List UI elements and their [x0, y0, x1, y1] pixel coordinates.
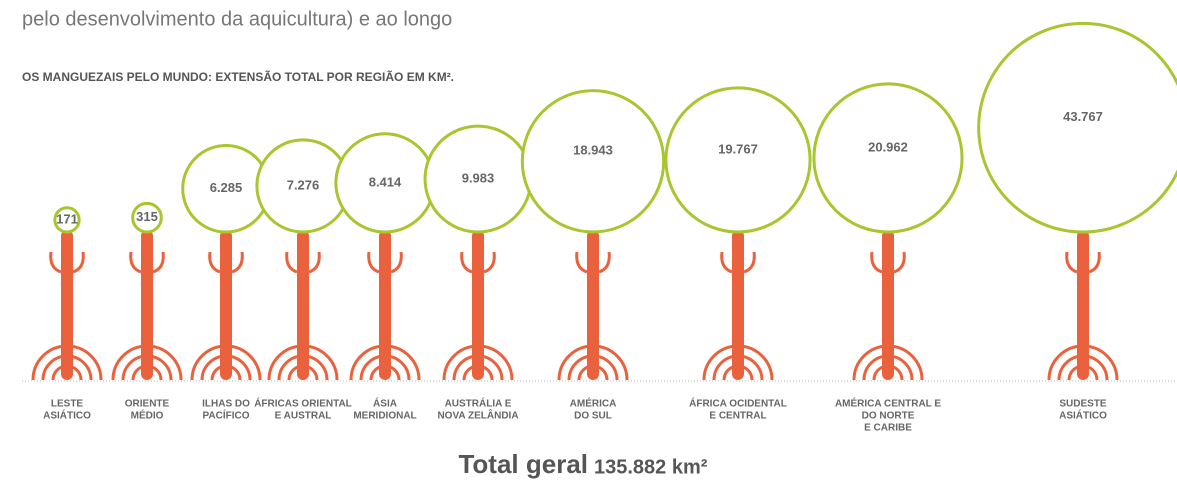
category-label: ORIENTE: [125, 399, 170, 410]
branch: [49, 251, 62, 274]
branch: [598, 251, 611, 274]
value-label: 7.276: [287, 177, 320, 192]
category-label: E AUSTRAL: [275, 411, 332, 422]
category-label: MÉDIO: [131, 409, 164, 422]
branch: [129, 251, 142, 274]
bubble: [520, 89, 666, 234]
value-label: 315: [136, 209, 158, 224]
value-label: 20.962: [868, 139, 908, 154]
pole: [732, 230, 744, 380]
value-label: 9.983: [462, 170, 495, 185]
branch: [285, 251, 298, 274]
branch: [208, 251, 221, 274]
value-label: 43.767: [1063, 109, 1103, 124]
branch: [308, 251, 321, 274]
pole: [61, 230, 73, 380]
category-label: MERIDIONAL: [353, 411, 416, 422]
pole: [587, 230, 599, 380]
bubble: [977, 21, 1177, 234]
chart-title: OS MANGUEZAIS PELO MUNDO: EXTENSÃO TOTAL…: [22, 69, 454, 84]
bubble: [131, 201, 163, 234]
bubble: [664, 86, 812, 234]
total-title: Total geral: [458, 449, 588, 479]
branch: [152, 251, 165, 274]
branch: [575, 251, 588, 274]
branch: [483, 251, 496, 274]
category-label: ÁSIA: [373, 397, 397, 410]
category-label: ASIÁTICO: [43, 409, 91, 422]
category-label: AMÉRICA CENTRAL E: [835, 397, 941, 410]
category-label: ILHAS DO: [202, 399, 250, 410]
pole: [297, 230, 309, 380]
branch: [870, 251, 883, 274]
branch: [1065, 251, 1078, 274]
category-label: ASIÁTICO: [1059, 409, 1107, 422]
category-label: AMÉRICA: [570, 397, 617, 410]
pole: [141, 230, 153, 380]
branch: [1088, 251, 1101, 274]
category-label: AUSTRÁLIA E: [445, 397, 512, 410]
value-label: 18.943: [573, 143, 613, 158]
category-label: NOVA ZELÂNDIA: [437, 409, 518, 422]
category-label: DO SUL: [574, 411, 612, 422]
pole: [882, 230, 894, 380]
pole: [220, 230, 232, 380]
bubble: [53, 206, 81, 234]
category-label: ÁFRICAS ORIENTAL: [254, 397, 352, 410]
pole: [472, 230, 484, 380]
total-value: 135.882 km²: [594, 456, 708, 478]
category-label: E CARIBE: [864, 423, 912, 434]
category-label: SUDESTE: [1059, 399, 1107, 410]
pole: [379, 230, 391, 380]
category-label: DO NORTE: [862, 411, 915, 422]
value-label: 8.414: [369, 174, 402, 189]
category-label: LESTE: [51, 399, 84, 410]
branch: [720, 251, 733, 274]
category-label: E CENTRAL: [709, 411, 766, 422]
category-label: ÁFRICA OCIDENTAL: [689, 397, 787, 410]
value-label: 19.767: [718, 141, 758, 156]
intro-text: pelo desenvolvimento da aquicultura) e a…: [22, 8, 452, 30]
branch: [72, 251, 85, 274]
value-label: 171: [56, 211, 78, 226]
branch: [893, 251, 906, 274]
bubble: [812, 82, 964, 234]
branch: [743, 251, 756, 274]
branch: [367, 251, 380, 274]
pole: [1077, 230, 1089, 380]
branch: [460, 251, 473, 274]
value-label: 6.285: [210, 180, 243, 195]
branch: [231, 251, 244, 274]
category-label: PACÍFICO: [202, 409, 249, 422]
branch: [390, 251, 403, 274]
